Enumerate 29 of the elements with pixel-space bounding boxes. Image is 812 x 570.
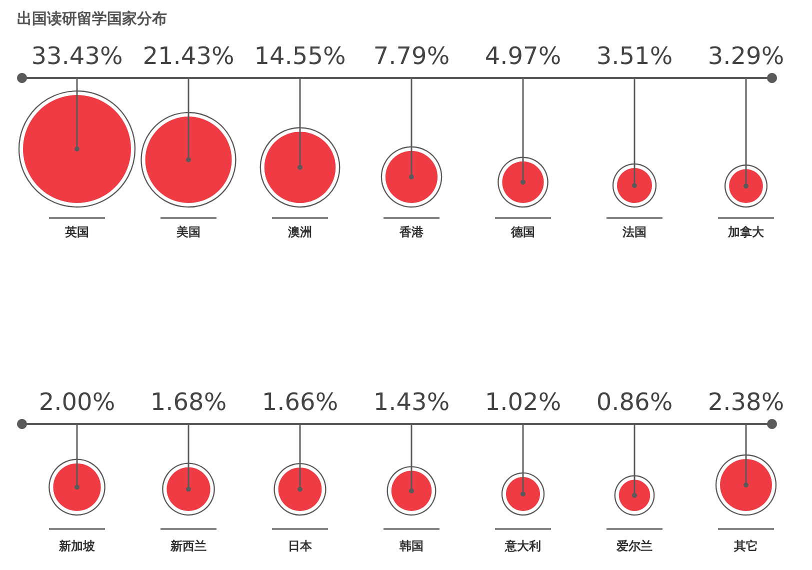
category-label: 新加坡 — [58, 539, 96, 553]
data-label: 3.51% — [596, 42, 673, 70]
data-label: 0.86% — [596, 388, 673, 416]
category-label: 其它 — [733, 539, 758, 553]
text: 出国读研留学国家分布 — [17, 10, 167, 28]
category-label: 德国 — [510, 225, 535, 239]
category-label: 英国 — [64, 225, 89, 239]
category-label: 澳洲 — [287, 225, 312, 239]
data-label: 4.97% — [484, 42, 562, 70]
data-label: 14.55% — [254, 42, 346, 70]
data-label: 3.29% — [708, 42, 784, 70]
category-label: 爱尔兰 — [616, 539, 652, 553]
data-label: 1.68% — [150, 388, 227, 416]
data-label: 21.43% — [142, 42, 234, 70]
category-label: 日本 — [288, 539, 313, 553]
data-label: 1.02% — [484, 388, 562, 416]
category-label: 加拿大 — [727, 225, 765, 239]
data-label: 1.66% — [262, 388, 338, 416]
data-label: 7.79% — [373, 42, 450, 70]
data-label: 2.38% — [708, 388, 784, 416]
category-label: 美国 — [176, 225, 200, 239]
category-label: 韩国 — [398, 539, 424, 553]
data-label: 1.43% — [373, 388, 450, 416]
category-label: 法国 — [622, 225, 646, 239]
data-label: 33.43% — [31, 42, 123, 70]
data-label: 2.00% — [38, 388, 116, 416]
category-label: 意大利 — [504, 539, 541, 553]
category-label: 香港 — [398, 225, 424, 239]
category-label: 新西兰 — [170, 539, 206, 553]
